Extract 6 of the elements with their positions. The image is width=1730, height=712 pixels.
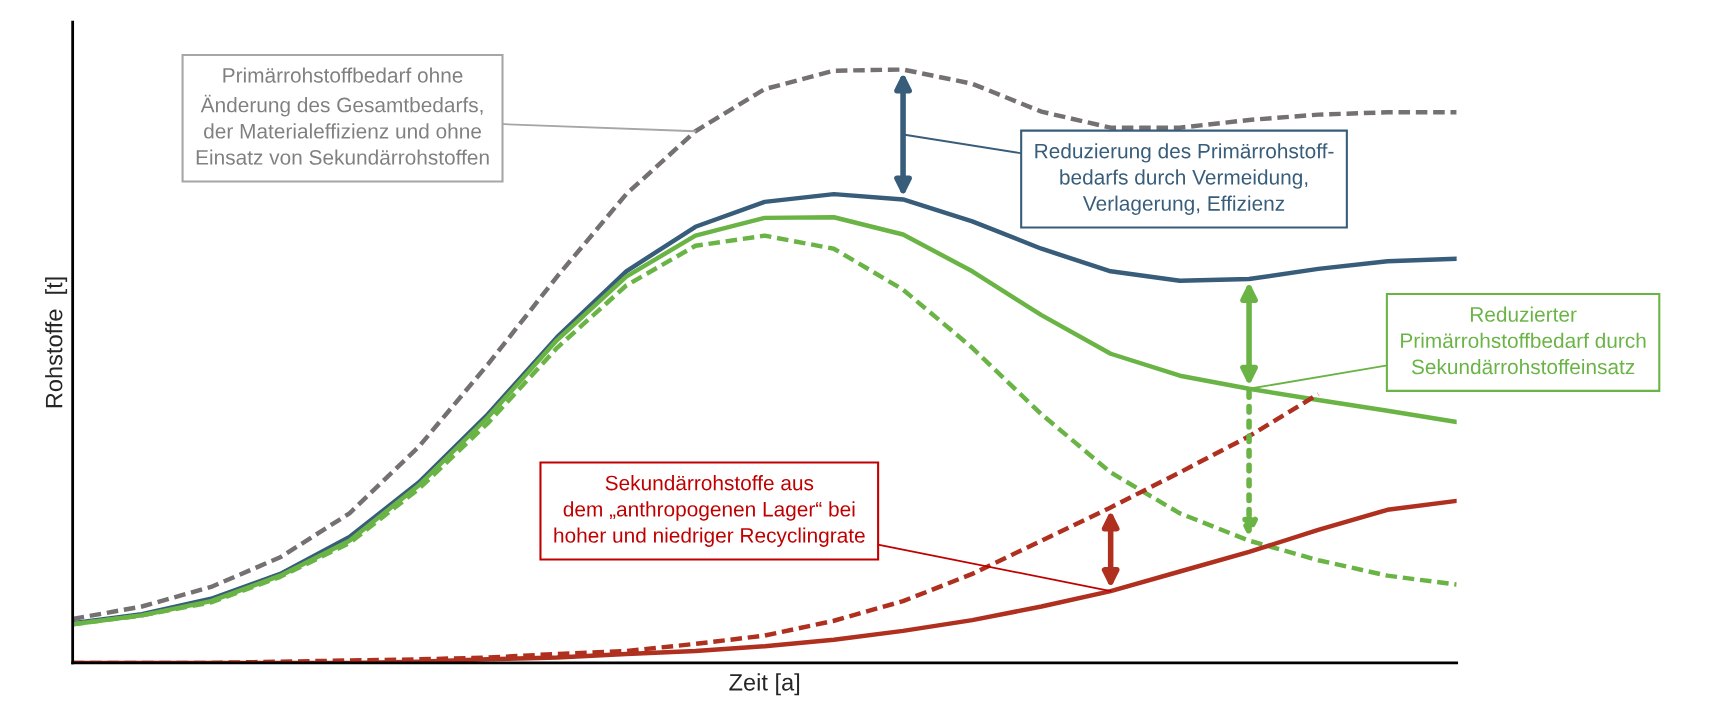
y-axis-title: Rohstoffe [t]: [45, 277, 68, 408]
annotation: Primärrohstoffbedarf ohne Änderung des Gesamtbedarfs, der Materialeffizienz und ohne Einsatz von Sekundärrohstoffen: [196, 67, 489, 165]
annotation: Sekundärrohstoffe aus dem „anthropogenen Lager“ bei hoher und niedriger Recyclingrate: [554, 475, 865, 547]
annotation: Reduzierung des Primärrohstoff- bedarfs durch Vermeidung, Verlagerung, Effizienz: [1035, 143, 1334, 215]
annotation: Reduzierter Primärrohstoffbedarf durch Sekundärrohstoffeinsatz: [1401, 306, 1646, 375]
x-axis-title: Zeit [a]: [729, 673, 800, 696]
